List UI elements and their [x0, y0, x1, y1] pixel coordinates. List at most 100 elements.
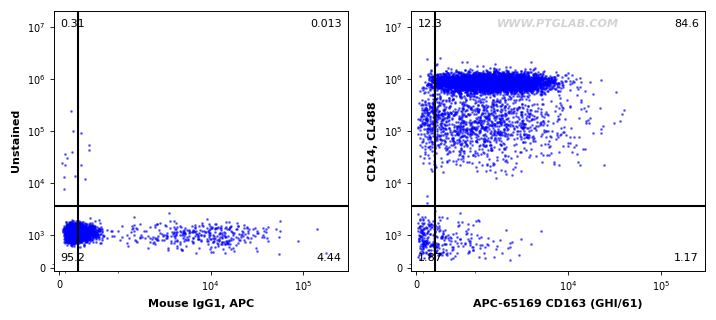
Point: [78, 233, 90, 238]
Point: [458, 80, 469, 85]
Point: [448, 82, 459, 87]
Point: [471, 76, 483, 81]
Point: [495, 73, 506, 78]
Point: [422, 71, 434, 76]
Point: [474, 82, 485, 87]
Point: [67, 232, 79, 237]
Point: [462, 84, 473, 90]
Point: [485, 72, 496, 77]
Point: [71, 231, 82, 236]
Point: [469, 78, 480, 83]
Point: [487, 77, 498, 82]
Point: [192, 231, 203, 236]
Point: [425, 79, 437, 84]
Point: [64, 234, 76, 239]
Point: [535, 75, 546, 80]
Point: [470, 119, 481, 124]
Point: [452, 119, 463, 124]
Point: [429, 142, 440, 147]
Point: [481, 83, 493, 88]
Point: [425, 116, 436, 122]
Point: [468, 79, 480, 84]
Point: [414, 235, 425, 240]
Point: [455, 79, 466, 84]
Point: [528, 82, 539, 87]
Point: [443, 115, 455, 120]
Point: [82, 236, 93, 241]
Point: [480, 78, 492, 83]
Point: [468, 88, 479, 93]
Point: [457, 77, 468, 83]
Point: [426, 77, 437, 82]
Point: [73, 230, 84, 235]
Point: [67, 228, 79, 233]
Point: [69, 234, 81, 239]
Point: [70, 233, 82, 238]
Point: [161, 233, 173, 238]
Point: [69, 231, 81, 236]
Point: [476, 80, 488, 85]
Point: [79, 230, 90, 235]
Point: [64, 230, 76, 235]
Point: [448, 89, 460, 94]
Point: [476, 82, 488, 87]
Point: [72, 231, 84, 236]
Point: [67, 231, 78, 236]
Point: [493, 79, 505, 84]
Point: [64, 228, 75, 233]
Point: [502, 81, 513, 86]
Point: [486, 75, 498, 80]
Point: [62, 235, 74, 240]
Point: [481, 84, 493, 89]
Point: [64, 227, 76, 232]
Point: [67, 228, 78, 233]
Point: [501, 89, 513, 94]
Point: [539, 87, 551, 92]
Point: [464, 103, 475, 108]
Point: [527, 76, 538, 81]
Point: [64, 235, 75, 240]
Point: [70, 233, 82, 238]
Point: [522, 74, 533, 79]
Point: [81, 224, 92, 229]
Point: [498, 82, 510, 87]
Point: [473, 109, 484, 115]
Point: [75, 229, 87, 235]
Point: [477, 73, 488, 78]
Point: [72, 226, 83, 231]
Point: [78, 227, 90, 232]
Point: [64, 224, 76, 229]
Point: [62, 228, 73, 233]
Point: [67, 229, 79, 235]
Point: [77, 232, 88, 237]
Point: [473, 72, 484, 77]
Point: [435, 132, 447, 137]
Point: [468, 130, 479, 135]
Point: [65, 229, 77, 235]
Point: [72, 223, 84, 228]
Point: [498, 79, 510, 84]
Point: [64, 230, 76, 236]
Point: [468, 79, 479, 84]
Point: [465, 81, 477, 86]
Point: [458, 85, 470, 91]
Point: [481, 81, 493, 86]
Point: [499, 77, 511, 82]
Point: [482, 83, 493, 88]
Point: [448, 83, 459, 88]
Point: [68, 222, 79, 227]
Point: [70, 235, 82, 240]
Point: [68, 228, 79, 234]
Point: [455, 74, 466, 79]
Point: [462, 131, 473, 136]
Point: [455, 141, 467, 146]
Point: [193, 246, 205, 251]
Point: [63, 235, 74, 240]
Point: [452, 85, 463, 90]
Point: [69, 237, 81, 242]
Point: [87, 227, 98, 232]
Point: [63, 229, 74, 234]
Point: [75, 233, 87, 238]
Point: [69, 230, 80, 235]
Point: [69, 230, 80, 236]
